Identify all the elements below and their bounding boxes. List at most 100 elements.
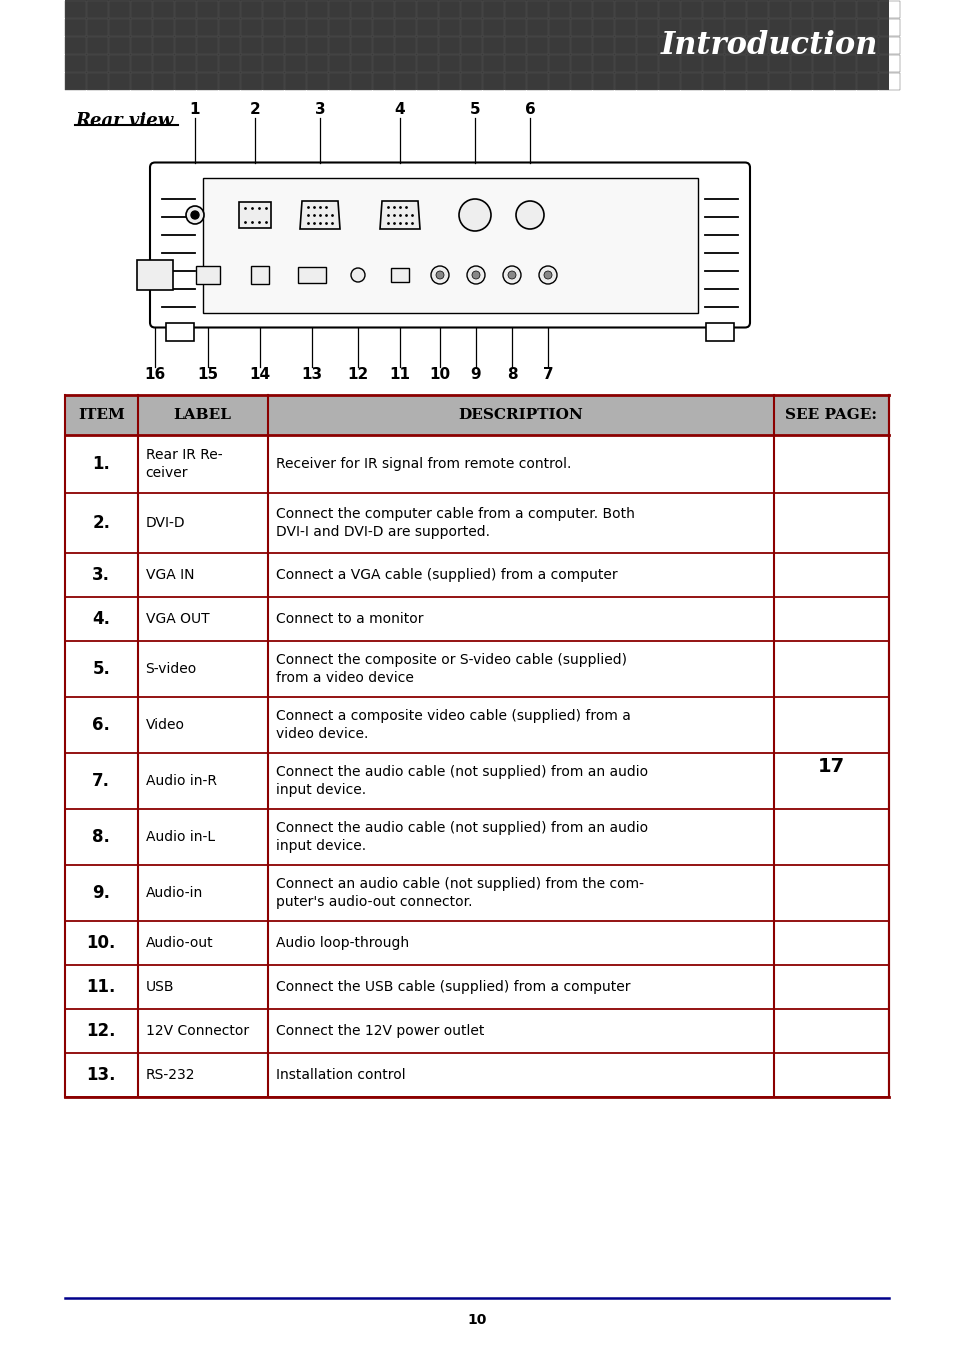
Text: 10.: 10. xyxy=(87,934,116,952)
Bar xyxy=(87,73,108,90)
Circle shape xyxy=(351,269,365,282)
Bar xyxy=(87,36,108,54)
Bar xyxy=(460,55,481,72)
Bar xyxy=(307,55,328,72)
Bar xyxy=(351,73,372,90)
Bar xyxy=(878,55,899,72)
Bar xyxy=(251,266,269,283)
Text: LABEL: LABEL xyxy=(173,408,232,423)
Text: 14: 14 xyxy=(249,367,271,382)
Bar xyxy=(152,19,173,36)
Bar xyxy=(131,19,152,36)
Bar xyxy=(351,55,372,72)
Text: 3: 3 xyxy=(314,103,325,117)
Text: Connect the 12V power outlet: Connect the 12V power outlet xyxy=(275,1025,483,1038)
Bar xyxy=(65,965,888,1008)
Bar xyxy=(329,55,350,72)
Text: 1.: 1. xyxy=(92,455,111,472)
Text: 5.: 5. xyxy=(92,660,111,678)
Text: 8: 8 xyxy=(506,367,517,382)
Bar xyxy=(878,1,899,18)
Bar xyxy=(812,1,833,18)
Bar xyxy=(526,55,547,72)
Bar xyxy=(746,19,767,36)
Text: ITEM: ITEM xyxy=(78,408,125,423)
Text: USB: USB xyxy=(146,980,173,994)
Bar xyxy=(395,19,416,36)
Bar xyxy=(65,36,86,54)
Circle shape xyxy=(458,198,491,231)
Text: Audio-in: Audio-in xyxy=(146,886,203,900)
Bar xyxy=(856,73,877,90)
Bar xyxy=(504,19,525,36)
Text: Connect a composite video cable (supplied) from a
video device.: Connect a composite video cable (supplie… xyxy=(275,709,630,741)
Bar xyxy=(438,36,459,54)
Bar xyxy=(659,36,679,54)
Bar xyxy=(152,73,173,90)
Bar xyxy=(373,36,394,54)
Text: 8.: 8. xyxy=(92,828,111,846)
Bar xyxy=(373,73,394,90)
Bar xyxy=(680,73,701,90)
Bar xyxy=(615,19,636,36)
Bar xyxy=(196,1,218,18)
Text: 12: 12 xyxy=(347,367,368,382)
Bar xyxy=(724,19,745,36)
Bar xyxy=(395,1,416,18)
Bar xyxy=(571,36,592,54)
Text: 5: 5 xyxy=(469,103,479,117)
Bar xyxy=(834,36,855,54)
Bar xyxy=(239,202,271,228)
Bar xyxy=(131,55,152,72)
Bar xyxy=(812,73,833,90)
Text: Introduction: Introduction xyxy=(659,30,877,61)
Bar xyxy=(241,19,262,36)
Bar xyxy=(768,19,789,36)
Bar xyxy=(329,36,350,54)
Bar xyxy=(307,19,328,36)
Bar xyxy=(373,1,394,18)
Bar xyxy=(241,36,262,54)
Bar xyxy=(65,865,888,921)
Text: 11.: 11. xyxy=(87,977,116,996)
Text: 7.: 7. xyxy=(92,772,111,790)
Text: 9: 9 xyxy=(470,367,481,382)
Circle shape xyxy=(538,266,557,283)
Bar xyxy=(241,73,262,90)
Bar xyxy=(746,73,767,90)
Bar xyxy=(196,73,218,90)
Bar xyxy=(702,55,723,72)
Bar xyxy=(746,36,767,54)
Text: 16: 16 xyxy=(144,367,166,382)
Text: Installation control: Installation control xyxy=(275,1068,405,1081)
Bar xyxy=(219,19,240,36)
Bar xyxy=(571,55,592,72)
Bar xyxy=(702,73,723,90)
Text: 13: 13 xyxy=(301,367,322,382)
Bar xyxy=(482,36,503,54)
Bar xyxy=(373,55,394,72)
Bar xyxy=(482,73,503,90)
Bar xyxy=(285,73,306,90)
Bar xyxy=(416,1,437,18)
Circle shape xyxy=(191,211,199,219)
Bar xyxy=(571,73,592,90)
Text: Receiver for IR signal from remote control.: Receiver for IR signal from remote contr… xyxy=(275,458,571,471)
Bar xyxy=(438,73,459,90)
Bar xyxy=(263,1,284,18)
Bar xyxy=(65,697,888,753)
Text: 3.: 3. xyxy=(92,566,111,585)
Bar xyxy=(680,36,701,54)
Bar xyxy=(329,19,350,36)
Bar xyxy=(373,19,394,36)
Bar xyxy=(856,55,877,72)
Bar xyxy=(196,55,218,72)
Text: 6: 6 xyxy=(524,103,535,117)
Bar xyxy=(593,1,614,18)
Text: Audio in-R: Audio in-R xyxy=(146,774,216,788)
Bar xyxy=(790,55,811,72)
Bar xyxy=(504,55,525,72)
Bar xyxy=(219,73,240,90)
Bar xyxy=(263,36,284,54)
Bar xyxy=(856,36,877,54)
